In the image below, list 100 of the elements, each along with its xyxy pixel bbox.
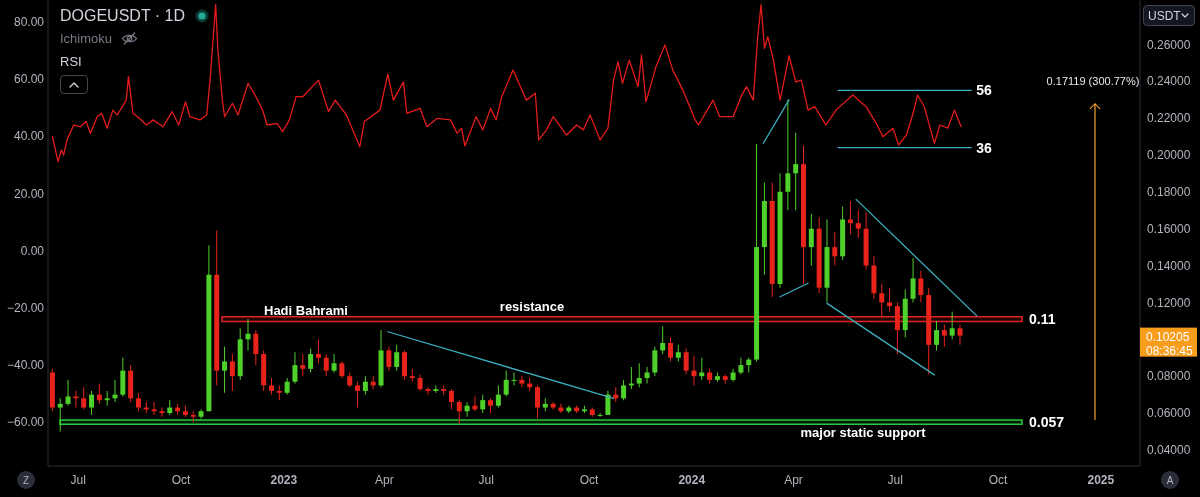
x-tick-label: Apr: [375, 472, 394, 487]
y-tick-label: 0.04000: [1147, 443, 1191, 458]
y2-tick-label: 40.00: [13, 129, 45, 144]
candlestick: [535, 384, 540, 420]
candlestick: [253, 329, 259, 366]
x-tick-label: Jul: [478, 472, 494, 487]
candlestick: [151, 401, 157, 416]
y2-tick-label: −60.00: [6, 415, 45, 430]
candlestick: [621, 379, 627, 401]
annotation: 0.17119 (300.77%): [1046, 75, 1140, 87]
candlestick: [738, 357, 744, 375]
y-tick-label: 0.24000: [1147, 74, 1191, 89]
candlestick: [480, 394, 486, 414]
candlestick: [81, 386, 87, 410]
candlestick: [355, 381, 361, 409]
candlestick: [331, 353, 337, 373]
candlestick: [879, 283, 885, 318]
y2-tick-label: −20.00: [6, 301, 45, 316]
x-tick-label: Apr: [784, 472, 803, 487]
candlestick: [401, 349, 407, 381]
candlestick: [57, 397, 63, 433]
chart-title: DOGEUSDT · 1D: [60, 6, 186, 25]
y2-tick-label: 60.00: [13, 72, 45, 87]
annotation: RSI: [60, 54, 82, 69]
y-tick-label: 0.16000: [1147, 221, 1191, 236]
text: A: [1166, 475, 1174, 486]
y-tick-label: 0.08000: [1147, 369, 1191, 384]
candlestick: [229, 353, 235, 392]
candlestick: [597, 412, 603, 418]
x-tick-label: 2025: [1087, 472, 1115, 487]
candlestick: [73, 390, 79, 409]
candlestick: [456, 399, 462, 425]
annotation: Hadi Bahrami: [264, 302, 348, 318]
candlestick: [910, 257, 916, 303]
series-label: 36: [976, 139, 993, 156]
y2-tick-label: −40.00: [6, 358, 45, 373]
candlestick: [323, 353, 329, 377]
candlestick: [793, 132, 799, 211]
series-label: 56: [976, 82, 993, 99]
line-series: [51, 3, 962, 163]
candlestick: [605, 390, 611, 416]
candlestick: [652, 346, 658, 377]
candlestick: [386, 346, 392, 372]
annotation: 0.057: [1029, 414, 1065, 431]
candlestick: [934, 320, 940, 351]
candlestick: [636, 362, 642, 388]
text: Z: [22, 475, 30, 486]
candlestick: [65, 379, 71, 407]
band-label: major static support: [800, 424, 927, 440]
candlestick: [660, 325, 666, 355]
y-tick-label: 0.18000: [1147, 185, 1191, 200]
x-tick-label: 2024: [678, 472, 706, 487]
y-tick-label: 0.20000: [1147, 148, 1191, 163]
y-tick-label: 0.22000: [1147, 111, 1191, 126]
y2-tick-label: 0.00: [20, 243, 45, 258]
band-label: resistance: [499, 299, 565, 315]
text: 08:36:45: [1146, 343, 1194, 358]
candlestick: [668, 336, 674, 362]
y-tick-label: 0.12000: [1147, 295, 1191, 310]
candlestick: [159, 407, 165, 418]
candlestick: [785, 99, 791, 211]
candlestick: [683, 348, 689, 375]
candlestick: [847, 200, 853, 235]
candlestick: [495, 384, 501, 409]
candlestick: [894, 301, 900, 355]
candlestick: [503, 370, 509, 397]
x-tick-label: Jul: [887, 472, 903, 487]
candlestick: [511, 372, 517, 386]
candlestick: [887, 287, 893, 313]
candlestick: [808, 213, 814, 267]
candlestick: [120, 357, 126, 397]
candlestick: [394, 344, 400, 372]
candlestick: [315, 338, 321, 364]
x-tick-label: 2023: [270, 472, 298, 487]
x-tick-label: Oct: [171, 472, 192, 487]
candlestick: [941, 324, 947, 348]
x-tick-label: Jul: [70, 472, 86, 487]
candlestick: [222, 346, 228, 394]
candlestick: [519, 375, 525, 388]
candlestick: [135, 392, 141, 412]
y2-tick-label: 80.00: [13, 15, 45, 29]
candlestick: [362, 375, 368, 396]
candlestick: [832, 231, 838, 267]
candlestick: [730, 368, 736, 383]
candlestick: [89, 390, 95, 416]
annotation: Ichimoku: [60, 31, 113, 46]
y-tick-label: 0.06000: [1147, 406, 1191, 421]
candlestick: [425, 386, 431, 396]
candlestick: [949, 311, 955, 340]
x-tick-label: Oct: [579, 472, 599, 487]
annotation: 0.11: [1029, 311, 1056, 328]
candlestick: [308, 348, 314, 373]
candlestick: [300, 353, 306, 377]
candlestick: [918, 270, 924, 303]
text: 0.10205: [1146, 329, 1190, 344]
candlestick: [957, 324, 963, 346]
dropdown-field: USDT: [1143, 5, 1195, 26]
candlestick: [448, 388, 454, 410]
candlestick: [855, 209, 861, 239]
candlestick: [292, 351, 298, 385]
